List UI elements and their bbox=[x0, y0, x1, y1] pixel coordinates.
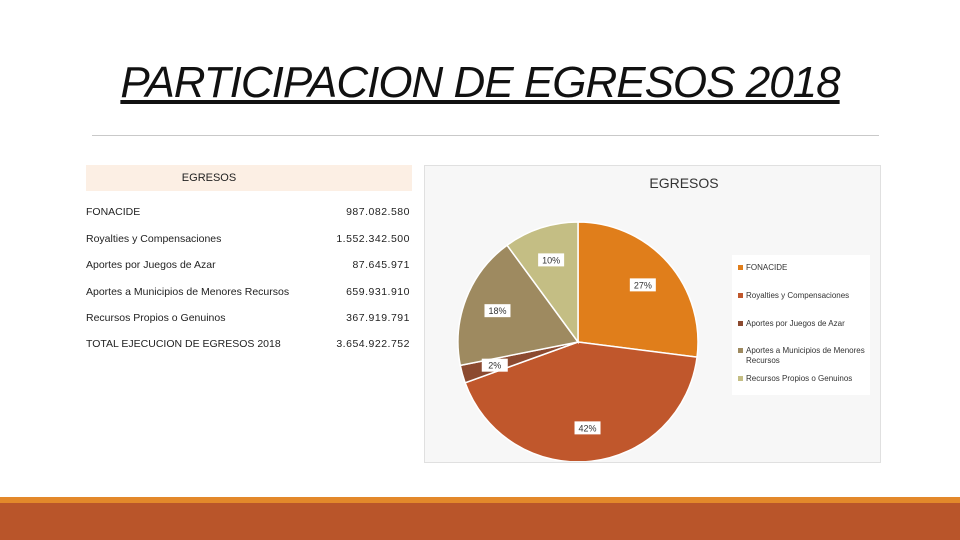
row-value: 87.645.971 bbox=[352, 259, 410, 271]
row-value: 987.082.580 bbox=[346, 206, 410, 218]
footer-bar bbox=[0, 497, 960, 540]
table-row: Aportes por Juegos de Azar 87.645.971 bbox=[86, 254, 412, 278]
pie-chart: 27% 42% 2% 18% 10% bbox=[457, 221, 699, 461]
data-label: 42% bbox=[579, 423, 597, 433]
data-label-box bbox=[484, 304, 511, 318]
table-row: Royalties y Compensaciones 1.552.342.500 bbox=[86, 228, 412, 252]
legend-swatch bbox=[738, 376, 743, 381]
table-row-total: TOTAL EJECUCION DE EGRESOS 2018 3.654.92… bbox=[86, 333, 412, 357]
pie-slice bbox=[506, 221, 579, 345]
data-label: 27% bbox=[634, 280, 652, 290]
legend-swatch bbox=[738, 265, 743, 270]
table-row: Recursos Propios o Genuinos 367.919.791 bbox=[86, 307, 412, 331]
legend-label: FONACIDE bbox=[746, 263, 788, 272]
row-value: 3.654.922.752 bbox=[336, 338, 410, 350]
legend-label: Royalties y Compensaciones bbox=[746, 291, 850, 300]
legend-swatch bbox=[738, 321, 743, 326]
data-label-box bbox=[538, 253, 565, 267]
footer-stripe bbox=[0, 497, 960, 503]
pie-slice bbox=[457, 244, 580, 367]
slide-title: PARTICIPACION DE EGRESOS 2018 bbox=[120, 58, 840, 107]
data-label-box bbox=[481, 358, 508, 372]
table-header-label: EGRESOS bbox=[181, 172, 237, 184]
legend-label: Recursos Propios o Genuinos bbox=[746, 374, 853, 383]
row-label: TOTAL EJECUCION DE EGRESOS 2018 bbox=[86, 338, 281, 350]
row-label: Aportes a Municipios de Menores Recursos bbox=[86, 286, 290, 298]
data-label: 2% bbox=[488, 361, 501, 371]
legend-swatch bbox=[738, 348, 743, 353]
row-value: 1.552.342.500 bbox=[336, 233, 410, 245]
row-label: Aportes por Juegos de Azar bbox=[86, 259, 216, 271]
data-label: 10% bbox=[542, 255, 560, 265]
data-label: 18% bbox=[488, 306, 506, 316]
row-label: Recursos Propios o Genuinos bbox=[86, 312, 226, 324]
legend-swatch bbox=[738, 293, 743, 298]
row-value: 659.931.910 bbox=[346, 286, 410, 298]
table-row: Aportes a Municipios de Menores Recursos… bbox=[86, 281, 412, 305]
legend-label: Aportes por Juegos de Azar bbox=[746, 319, 845, 328]
legend bbox=[732, 255, 870, 395]
chart-title: EGRESOS bbox=[649, 175, 719, 191]
title-divider bbox=[92, 135, 879, 136]
data-label-box bbox=[629, 278, 656, 292]
table-header: EGRESOS bbox=[86, 165, 412, 191]
row-label: FONACIDE bbox=[86, 206, 141, 218]
table-row: FONACIDE 987.082.580 bbox=[86, 201, 412, 225]
row-value: 367.919.791 bbox=[346, 312, 410, 324]
data-label-box bbox=[574, 421, 601, 435]
pie-slice bbox=[464, 341, 698, 461]
row-label: Royalties y Compensaciones bbox=[86, 233, 222, 245]
legend-label: Aportes a Municipios de Menores Recursos bbox=[746, 346, 865, 365]
